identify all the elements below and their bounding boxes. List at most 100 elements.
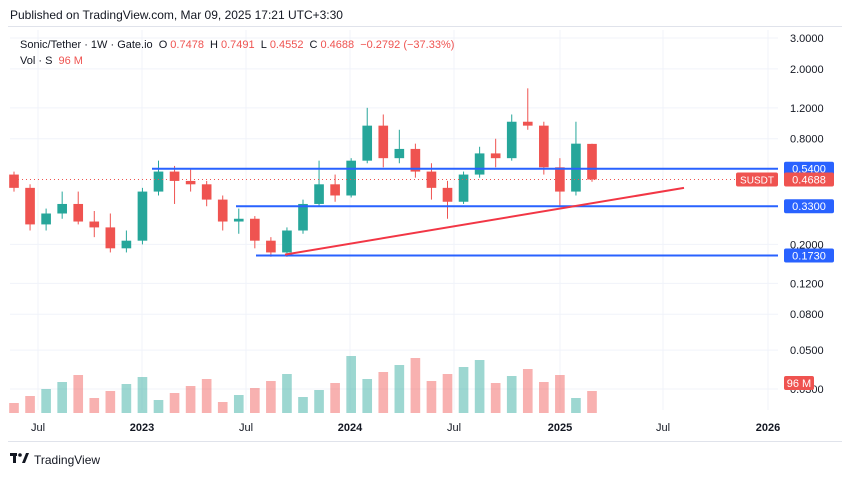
volume-axis-label: 96 M <box>784 376 814 390</box>
volume-bar <box>282 374 292 413</box>
volume-bar <box>217 402 228 413</box>
candle-body <box>587 143 597 180</box>
candles <box>9 88 597 257</box>
legend-volume-label: Vol · S <box>20 55 53 67</box>
volume-bar <box>346 356 356 413</box>
volume-bar <box>153 400 164 413</box>
price-level-tag <box>784 161 834 176</box>
x-tick-label: 2025 <box>548 422 572 434</box>
candle-body <box>9 174 19 188</box>
x-tick-label: Jul <box>31 422 45 434</box>
price-level-tag <box>784 248 834 263</box>
y-tick-label: 0.1200 <box>790 278 824 290</box>
legend-h-label: H <box>210 39 218 51</box>
candle-body <box>346 160 356 196</box>
volume-bar <box>266 381 276 413</box>
volume-bar <box>410 358 421 413</box>
y-tick-label: 0.0500 <box>790 345 824 357</box>
volume-bar <box>394 365 405 413</box>
last-price-label: SUSDT 0.4688 <box>736 172 834 187</box>
volume-bar <box>378 372 389 413</box>
volume-bar <box>169 393 180 413</box>
volume-bar <box>426 381 437 413</box>
volume-bar <box>522 369 533 413</box>
volume-bar <box>587 391 597 413</box>
candle-body <box>233 218 244 222</box>
volume-bar <box>474 360 485 413</box>
price-level-text: 0.3300 <box>792 201 826 213</box>
volume-bar <box>9 403 19 413</box>
candle-body <box>394 148 405 159</box>
candle-body <box>490 153 501 159</box>
candle-body <box>137 191 148 241</box>
x-tick-label: Jul <box>447 422 461 434</box>
x-tick-label: 2023 <box>130 422 154 434</box>
candle-body <box>185 180 196 185</box>
candle-body <box>522 121 533 126</box>
footer: TradingView <box>10 452 100 467</box>
chart-legend: Sonic/Tether · 1W · Gate.io O 0.7478 H 0.7… <box>20 37 457 69</box>
volume-bar <box>571 398 581 413</box>
volume-bar <box>25 396 35 413</box>
published-header: Published on TradingView.com, Mar 09, 20… <box>10 8 343 22</box>
volume-bar <box>490 383 501 413</box>
volume-bar <box>362 379 373 413</box>
legend-o-label: O <box>158 39 168 51</box>
candle-body <box>105 227 116 249</box>
y-tick-label: 2.0000 <box>790 64 824 76</box>
volume-bar <box>442 374 453 413</box>
trendline <box>284 186 685 256</box>
candle-body <box>89 221 100 228</box>
y-tick-label: 3.0000 <box>790 33 824 45</box>
candle-body <box>57 203 67 214</box>
volume-bar <box>555 375 565 413</box>
candle-body <box>169 171 180 181</box>
y-tick-label: 0.8000 <box>790 134 824 146</box>
candle-body <box>571 143 581 192</box>
volume-bar <box>233 395 244 413</box>
candle-body <box>250 218 260 241</box>
candle-body <box>314 184 324 204</box>
legend-l-label: L <box>260 39 267 51</box>
legend-symbol: Sonic/Tether · 1W · Gate.io <box>20 39 153 51</box>
volume-bar <box>298 397 308 413</box>
candle-body <box>474 153 485 175</box>
candle-body <box>362 125 373 161</box>
volume-bar <box>506 376 517 413</box>
y-tick-label: 0.2000 <box>790 239 824 251</box>
legend-high-value: 0.7491 <box>220 39 255 51</box>
symbol-tag <box>736 172 778 187</box>
candle-body <box>41 213 51 225</box>
volume-bar <box>314 390 324 413</box>
candle-body <box>266 240 276 253</box>
candle-body <box>25 187 35 225</box>
price-level-tag <box>784 199 834 214</box>
volume-bars <box>9 356 597 413</box>
candle-body <box>458 174 469 202</box>
candle-body <box>217 199 228 222</box>
legend-open-value: 0.7478 <box>170 39 204 51</box>
legend-volume-value: 96 M <box>58 55 83 67</box>
candle-body <box>378 125 389 159</box>
x-tick-label: Jul <box>656 422 670 434</box>
candle-body <box>410 148 421 172</box>
y-tick-label: 0.0800 <box>790 309 824 321</box>
candle-body <box>426 171 437 188</box>
price-level-label: 0.3300 <box>784 199 834 214</box>
x-tick-label: 2024 <box>338 422 363 434</box>
last-price-text: 0.4688 <box>792 174 826 186</box>
candle-body <box>153 171 164 192</box>
tradingview-logo-icon <box>10 452 30 467</box>
volume-bar <box>539 382 549 413</box>
volume-bar <box>201 379 212 413</box>
volume-bar <box>73 375 84 413</box>
x-tick-label: 2026 <box>756 422 780 434</box>
candle-body <box>555 167 565 192</box>
candle-body <box>298 203 308 231</box>
candle-body <box>73 203 84 222</box>
y-tick-label: 1.2000 <box>790 103 824 115</box>
volume-bar <box>185 386 196 413</box>
candle-body <box>506 121 517 159</box>
legend-close-value: 0.4688 <box>320 39 355 51</box>
